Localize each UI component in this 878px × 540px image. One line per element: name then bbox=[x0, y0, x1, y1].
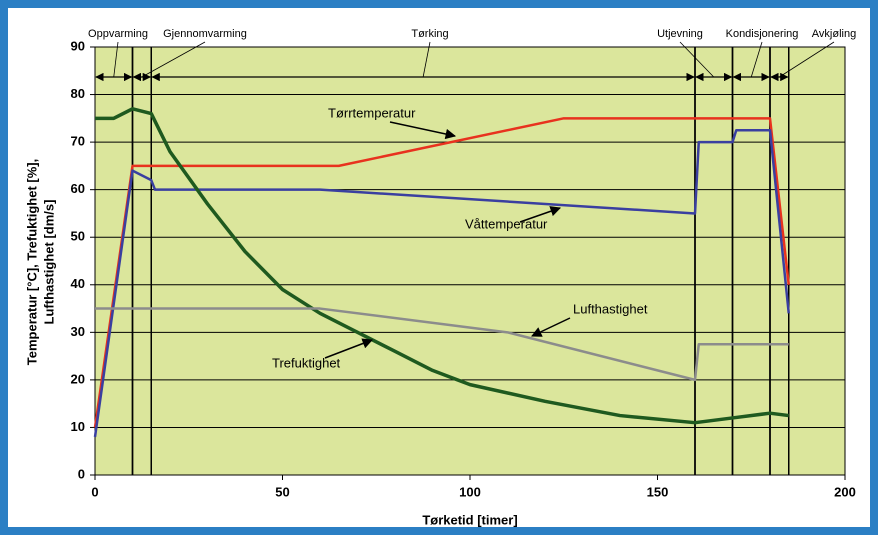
x-axis-label: Tørketid [timer] bbox=[422, 512, 517, 527]
x-tick-label: 200 bbox=[834, 484, 856, 499]
phase-label: Gjennomvarming bbox=[163, 28, 247, 40]
y-tick-label: 50 bbox=[71, 229, 85, 244]
y-axis-label: Lufthastighet [dm/s] bbox=[41, 200, 56, 325]
y-tick-label: 80 bbox=[71, 86, 85, 101]
series-label: Tørrtemperatur bbox=[328, 105, 416, 120]
y-tick-label: 0 bbox=[78, 466, 85, 481]
y-tick-label: 30 bbox=[71, 324, 85, 339]
phase-leader bbox=[422, 41, 431, 78]
phase-leader bbox=[779, 41, 835, 78]
annotation-arrow bbox=[324, 338, 373, 359]
y-tick-label: 10 bbox=[71, 419, 85, 434]
phase-leader bbox=[113, 41, 119, 78]
phase-leader bbox=[679, 41, 715, 78]
x-tick-label: 50 bbox=[275, 484, 289, 499]
series-line bbox=[93, 128, 790, 438]
y-tick-label: 20 bbox=[71, 371, 85, 386]
phase-label: Oppvarming bbox=[88, 28, 148, 40]
phase-label: Kondisjonering bbox=[726, 28, 799, 40]
phase-label: Tørking bbox=[411, 28, 448, 40]
y-tick-label: 40 bbox=[71, 276, 85, 291]
series-label: Våttemperatur bbox=[465, 216, 548, 231]
y-tick-label: 70 bbox=[71, 134, 85, 149]
annotation-arrow bbox=[531, 317, 571, 337]
phase-leader bbox=[141, 41, 206, 78]
series-line bbox=[95, 107, 789, 425]
y-axis-label: Temperatur [°C], Trefuktighet [%], bbox=[24, 159, 39, 365]
phase-label: Utjevning bbox=[657, 28, 703, 40]
annotation-arrow bbox=[389, 121, 457, 140]
y-tick-label: 60 bbox=[71, 181, 85, 196]
series-label: Lufthastighet bbox=[573, 301, 648, 316]
annotation-arrow bbox=[519, 206, 561, 223]
y-tick-label: 90 bbox=[71, 38, 85, 53]
x-tick-label: 100 bbox=[459, 484, 481, 499]
x-tick-label: 0 bbox=[91, 484, 98, 499]
series-label: Trefuktighet bbox=[272, 355, 341, 370]
phase-leader bbox=[750, 41, 763, 78]
phase-label: Avkjøling bbox=[812, 28, 856, 40]
x-tick-label: 150 bbox=[647, 484, 669, 499]
series-line bbox=[95, 307, 789, 382]
